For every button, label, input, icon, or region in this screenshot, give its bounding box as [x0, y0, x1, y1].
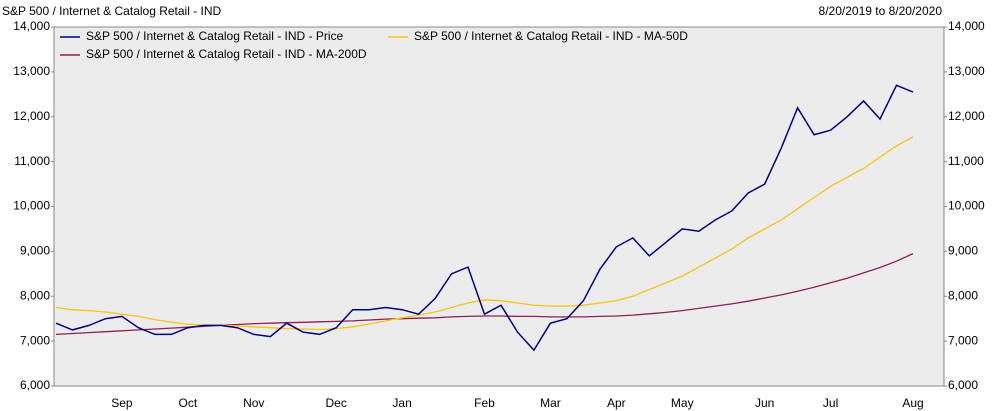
y-tick-label: 6,000 [20, 378, 50, 392]
y2-tick-label: 13,000 [948, 64, 985, 78]
y2-tick-label: 7,000 [948, 333, 978, 347]
y-tick-label: 8,000 [20, 288, 50, 302]
x-tick-label: May [671, 396, 694, 410]
x-tick-label: Feb [474, 396, 495, 410]
legend-label: S&P 500 / Internet & Catalog Retail - IN… [414, 29, 688, 43]
chart-title: S&P 500 / Internet & Catalog Retail - IN… [2, 4, 222, 18]
y2-tick-label: 10,000 [948, 199, 985, 213]
plot-area [53, 26, 945, 387]
legend-label: S&P 500 / Internet & Catalog Retail - IN… [86, 47, 367, 61]
x-tick-label: Jun [755, 396, 774, 410]
y2-tick-label: 8,000 [948, 288, 978, 302]
y-tick-label: 14,000 [13, 19, 50, 33]
y2-tick-label: 14,000 [948, 19, 985, 33]
y-tick-label: 12,000 [13, 109, 50, 123]
y-tick-label: 7,000 [20, 333, 50, 347]
x-tick-label: Sep [111, 396, 133, 410]
x-tick-label: Mar [540, 396, 561, 410]
date-range: 8/20/2019 to 8/20/2020 [819, 4, 943, 18]
x-tick-label: Jan [392, 396, 411, 410]
x-tick-label: Nov [243, 396, 264, 410]
x-tick-label: Jul [823, 396, 838, 410]
y2-tick-label: 11,000 [948, 154, 984, 168]
x-tick-label: Aug [902, 396, 923, 410]
y-tick-label: 10,000 [13, 199, 50, 213]
y-tick-label: 9,000 [20, 244, 50, 258]
x-tick-label: Apr [607, 396, 626, 410]
y2-tick-label: 9,000 [948, 244, 978, 258]
y-tick-label: 11,000 [14, 154, 50, 168]
y2-tick-label: 6,000 [948, 378, 978, 392]
legend-label: S&P 500 / Internet & Catalog Retail - IN… [86, 29, 344, 43]
x-tick-label: Dec [326, 396, 347, 410]
y-tick-label: 13,000 [13, 64, 50, 78]
series-line [55, 136, 914, 331]
y2-tick-label: 12,000 [948, 109, 985, 123]
series-line [55, 84, 914, 352]
x-tick-label: Oct [179, 396, 198, 410]
